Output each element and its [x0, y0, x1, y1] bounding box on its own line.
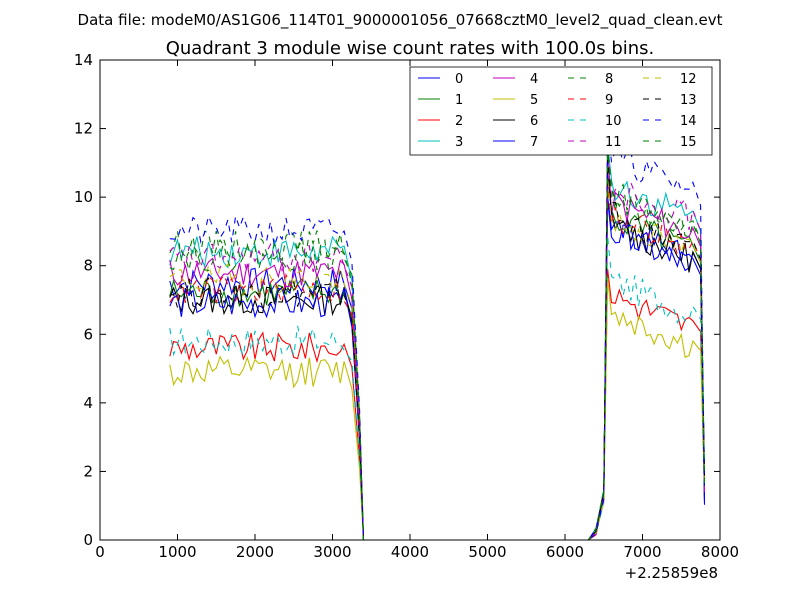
x-tick-label: 4000	[391, 543, 429, 561]
y-tick-label: 14	[74, 51, 93, 69]
series-line-2	[169, 268, 706, 541]
legend-label-7: 7	[530, 135, 538, 150]
x-tick-label: 0	[95, 543, 105, 561]
legend-label-11: 11	[605, 135, 622, 150]
legend-label-10: 10	[605, 114, 622, 129]
y-tick-label: 12	[74, 120, 93, 138]
legend-label-2: 2	[455, 114, 463, 129]
series-line-13	[169, 159, 706, 541]
x-tick-label: 6000	[546, 543, 584, 561]
series-lines	[169, 120, 706, 541]
y-tick-label: 2	[83, 462, 93, 480]
legend-label-9: 9	[605, 93, 613, 108]
series-line-5	[169, 278, 706, 541]
legend-label-14: 14	[680, 114, 697, 129]
series-line-14	[169, 120, 706, 541]
legend-label-5: 5	[530, 93, 538, 108]
x-axis: 0 1000 2000 3000 4000 5000 6000 7000 8000	[95, 60, 739, 561]
legend-label-12: 12	[680, 72, 697, 87]
y-tick-label: 8	[83, 257, 93, 275]
x-tick-label: 8000	[701, 543, 739, 561]
chart-title: Quadrant 3 module wise count rates with …	[166, 38, 655, 59]
legend-label-15: 15	[680, 135, 697, 150]
series-line-11	[169, 159, 706, 541]
x-tick-label: 7000	[623, 543, 661, 561]
y-tick-label: 4	[83, 394, 93, 412]
legend-label-8: 8	[605, 72, 613, 87]
x-offset-label: +2.25859e8	[625, 564, 718, 582]
legend-label-1: 1	[455, 93, 463, 108]
legend-label-3: 3	[455, 135, 463, 150]
y-tick-label: 6	[83, 325, 93, 343]
series-line-9	[169, 186, 706, 541]
legend-label-6: 6	[530, 114, 538, 129]
x-tick-label: 1000	[158, 543, 196, 561]
y-tick-label: 0	[83, 531, 93, 549]
x-tick-label: 2000	[236, 543, 274, 561]
legend-label-0: 0	[455, 72, 463, 87]
legend-label-4: 4	[530, 72, 538, 87]
y-tick-label: 10	[74, 188, 93, 206]
legend-box	[409, 66, 713, 156]
figure-suptitle: Data file: modeM0/AS1G06_114T01_90000010…	[78, 11, 723, 30]
legend-label-13: 13	[680, 93, 697, 108]
x-tick-label: 3000	[313, 543, 351, 561]
x-tick-label: 5000	[468, 543, 506, 561]
